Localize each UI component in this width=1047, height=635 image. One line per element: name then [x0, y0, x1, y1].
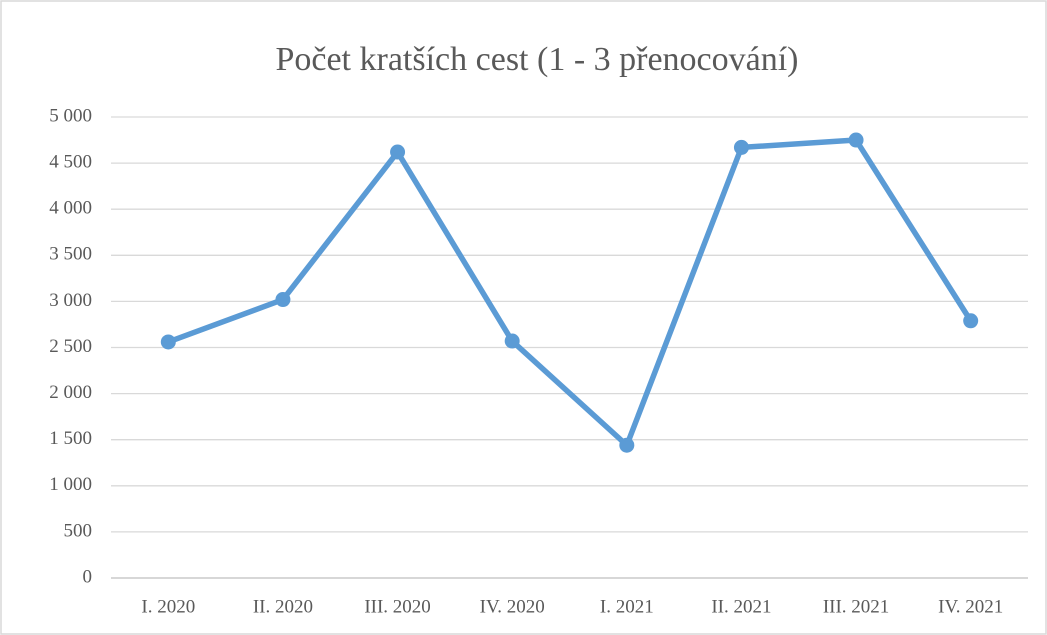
marker — [963, 313, 979, 329]
y-tick-label: 4 500 — [49, 151, 92, 172]
marker — [160, 334, 176, 350]
y-tick-label: 3 500 — [49, 244, 92, 265]
line — [165, 137, 974, 448]
marker — [619, 437, 635, 453]
x-tick-label: III. 2020 — [364, 596, 430, 617]
y-tick-label: 2 000 — [49, 382, 92, 403]
x-tick-label: IV. 2021 — [938, 596, 1003, 617]
y-tick-label: 0 — [83, 566, 93, 587]
y-tick-label: 500 — [64, 520, 93, 541]
chart-title: Počet kratších cest (1 - 3 přenocování) — [275, 41, 798, 78]
y-tick-label: 5 000 — [49, 105, 92, 126]
x-tick-label: III. 2021 — [823, 596, 889, 617]
y-tick-label: 1 000 — [49, 474, 92, 495]
y-tick-label: 1 500 — [49, 428, 92, 449]
x-tick-label: IV. 2020 — [480, 596, 545, 617]
marker — [275, 292, 291, 308]
y-tick-label: 3 000 — [49, 290, 92, 311]
y-tick-label: 2 500 — [49, 336, 92, 357]
x-tick-label: II. 2020 — [253, 596, 313, 617]
x-tick-label: II. 2021 — [711, 596, 771, 617]
marker — [848, 132, 864, 148]
x-tick-label: I. 2021 — [600, 596, 654, 617]
marker — [390, 144, 406, 160]
marker — [733, 139, 749, 155]
x-tick-label: I. 2020 — [141, 596, 195, 617]
marker — [504, 333, 520, 349]
y-tick-label: 4 000 — [49, 198, 92, 219]
